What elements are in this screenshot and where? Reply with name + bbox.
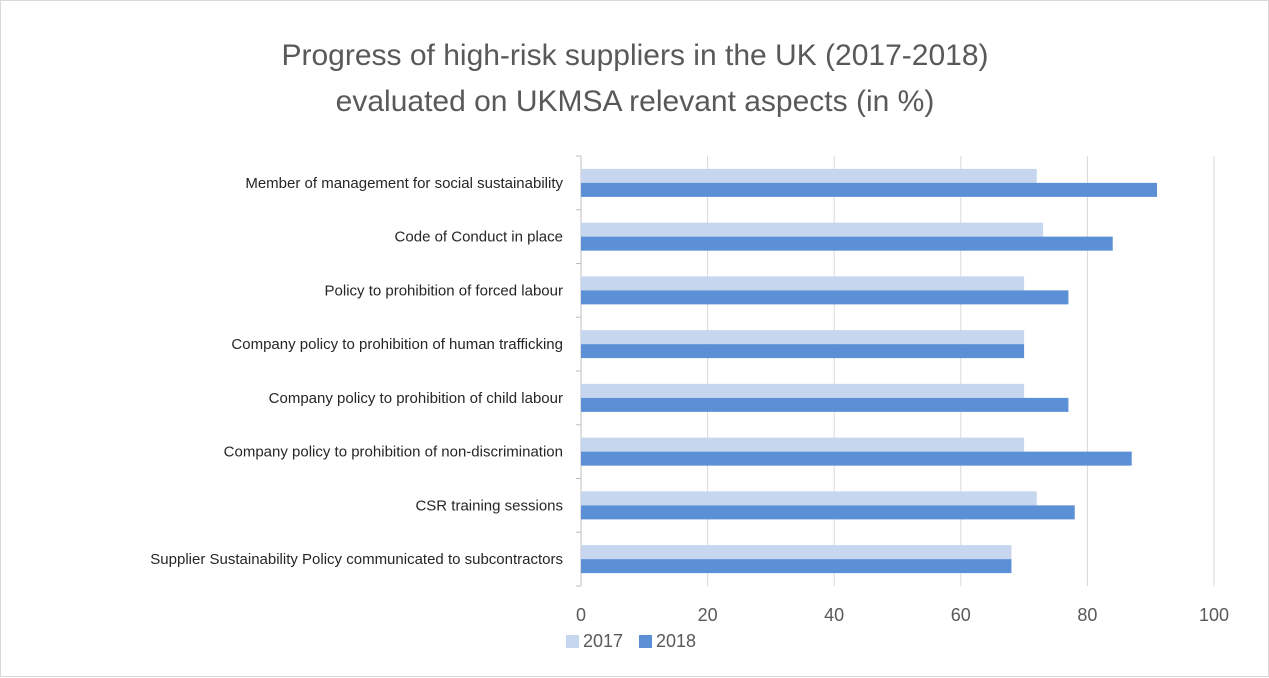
- x-tick-label: 60: [951, 605, 971, 625]
- x-tick-label: 80: [1077, 605, 1097, 625]
- category-label: Policy to prohibition of forced labour: [325, 282, 563, 299]
- chart-title-line: Progress of high-risk suppliers in the U…: [281, 39, 988, 72]
- category-label: Company policy to prohibition of human t…: [231, 336, 563, 353]
- bar-2017: [581, 222, 1044, 237]
- category-axis: [576, 155, 582, 587]
- category-label: Company policy to prohibition of child l…: [269, 390, 563, 407]
- x-tick-label: 100: [1199, 605, 1229, 625]
- bar-2018: [581, 236, 1113, 251]
- bar-2017: [581, 330, 1025, 345]
- legend-label: 2017: [583, 631, 623, 651]
- bar-2018: [581, 451, 1132, 466]
- bar-2017: [581, 437, 1025, 452]
- chart-title-line: evaluated on UKMSA relevant aspects (in …: [336, 85, 935, 118]
- x-tick-label: 20: [698, 605, 718, 625]
- bar-2017: [581, 491, 1037, 506]
- x-tick-label: 40: [824, 605, 844, 625]
- category-labels: Member of management for social sustaina…: [150, 175, 563, 568]
- category-label: Supplier Sustainability Policy communica…: [150, 551, 563, 568]
- category-label: Company policy to prohibition of non-dis…: [224, 444, 563, 461]
- bar-2018: [581, 559, 1012, 574]
- bar-2018: [581, 344, 1025, 359]
- gridlines: [707, 156, 1215, 586]
- bar-2018: [581, 397, 1069, 412]
- x-tick-labels: 0 20 40 60 80 100: [576, 605, 1229, 625]
- bar-2017: [581, 383, 1025, 398]
- category-label: Code of Conduct in place: [395, 229, 563, 246]
- bar-2018: [581, 182, 1158, 197]
- bar-2018: [581, 290, 1069, 305]
- bar-2017: [581, 276, 1025, 291]
- chart-title: Progress of high-risk suppliers in the U…: [281, 39, 988, 118]
- bar-2017: [581, 545, 1012, 560]
- legend: 2017 2018: [566, 631, 696, 651]
- legend-label: 2018: [656, 631, 696, 651]
- x-tick-label: 0: [576, 605, 586, 625]
- legend-swatch-2017: [566, 635, 579, 648]
- legend-swatch-2018: [639, 635, 652, 648]
- bars: [581, 168, 1158, 574]
- category-label: Member of management for social sustaina…: [245, 175, 563, 192]
- bar-2018: [581, 505, 1075, 520]
- category-label: CSR training sessions: [415, 497, 563, 514]
- bar-2017: [581, 168, 1037, 183]
